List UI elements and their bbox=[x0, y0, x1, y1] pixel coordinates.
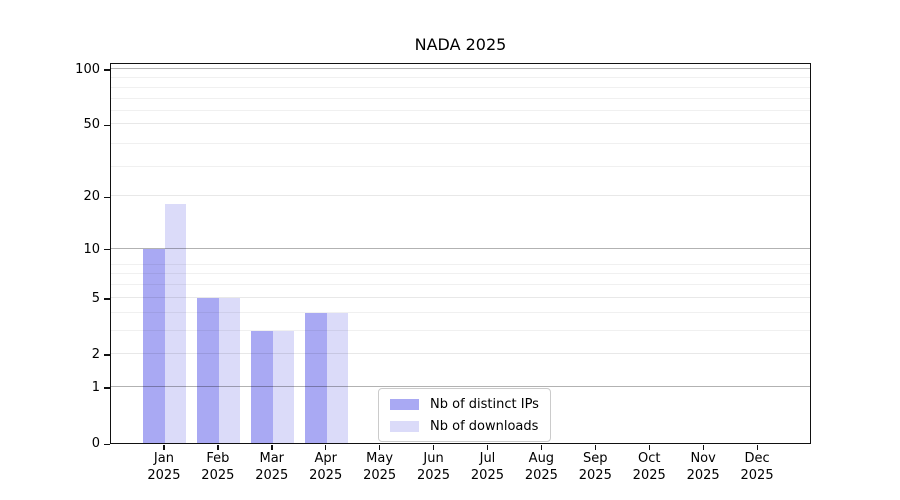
y-tick-label: 0 bbox=[91, 436, 100, 451]
x-tick-label: Feb 2025 bbox=[201, 451, 235, 483]
x-tick-label: Apr 2025 bbox=[309, 451, 343, 483]
x-tick-mark bbox=[271, 445, 273, 450]
y-tick-label: 5 bbox=[91, 290, 100, 306]
legend-item: Nb of downloads bbox=[390, 417, 539, 435]
x-tick-label: Oct 2025 bbox=[632, 451, 666, 483]
x-tick-mark bbox=[702, 445, 704, 450]
bar-mar-series1 bbox=[272, 330, 295, 443]
x-tick-mark bbox=[325, 445, 327, 450]
bar-feb-series1 bbox=[218, 297, 241, 443]
minor-gridline bbox=[111, 166, 810, 168]
bar-jan-series1 bbox=[164, 204, 187, 443]
minor-gridline bbox=[111, 284, 810, 286]
x-tick-mark bbox=[379, 445, 381, 450]
y-tick-mark bbox=[104, 249, 110, 251]
minor-gridline bbox=[111, 143, 810, 145]
x-tick-label: May 2025 bbox=[363, 451, 397, 483]
bar-jan-series0 bbox=[143, 248, 165, 443]
sub-gridline bbox=[111, 195, 810, 197]
x-tick-label: Mar 2025 bbox=[255, 451, 289, 483]
x-tick-mark bbox=[433, 445, 435, 450]
legend-swatch bbox=[390, 398, 419, 410]
x-tick-mark bbox=[594, 445, 597, 450]
chart-title: NADA 2025 bbox=[414, 35, 507, 54]
bar-apr-series0 bbox=[305, 312, 327, 443]
y-tick-label: 50 bbox=[83, 117, 100, 133]
legend-item-label: Nb of distinct IPs bbox=[430, 396, 539, 412]
x-tick-label: Sep 2025 bbox=[578, 451, 612, 483]
x-tick-label: Aug 2025 bbox=[524, 451, 558, 483]
minor-gridline bbox=[111, 273, 810, 275]
bar-feb-series0 bbox=[197, 297, 219, 443]
legend-swatch bbox=[390, 420, 419, 432]
x-tick-mark bbox=[540, 445, 543, 450]
plot-area bbox=[110, 63, 811, 444]
y-tick-mark bbox=[104, 354, 110, 356]
x-tick-label: Jul 2025 bbox=[470, 451, 504, 483]
minor-gridline bbox=[111, 86, 810, 88]
legend: Nb of distinct IPs Nb of downloads bbox=[378, 388, 551, 442]
x-tick-label: Nov 2025 bbox=[686, 451, 720, 483]
x-tick-mark bbox=[648, 445, 651, 450]
y-tick-mark bbox=[104, 69, 110, 71]
legend-item: Nb of distinct IPs bbox=[390, 395, 539, 413]
y-tick-label: 20 bbox=[83, 189, 100, 205]
x-tick-label: Jan 2025 bbox=[147, 451, 181, 483]
x-tick-mark bbox=[486, 445, 489, 450]
major-gridline bbox=[111, 247, 810, 249]
minor-gridline bbox=[111, 311, 810, 313]
legend-item-label: Nb of downloads bbox=[430, 418, 539, 434]
minor-gridline bbox=[111, 110, 810, 112]
y-tick-mark bbox=[104, 124, 110, 127]
minor-gridline bbox=[111, 97, 810, 99]
y-tick-label: 10 bbox=[83, 241, 100, 257]
sub-gridline bbox=[111, 352, 810, 354]
bar-mar-series0 bbox=[251, 330, 273, 443]
major-gridline bbox=[111, 68, 810, 69]
x-tick-mark bbox=[163, 445, 165, 450]
minor-gridline bbox=[111, 329, 810, 331]
y-tick-label: 1 bbox=[91, 379, 100, 395]
sub-gridline bbox=[111, 123, 810, 125]
major-gridline bbox=[111, 385, 810, 387]
x-tick-mark bbox=[756, 445, 758, 450]
y-tick-mark bbox=[104, 298, 110, 300]
sub-gridline bbox=[111, 296, 810, 298]
x-tick-label: Jun 2025 bbox=[416, 451, 451, 483]
minor-gridline bbox=[111, 263, 810, 265]
bar-apr-series1 bbox=[326, 312, 349, 443]
minor-gridline bbox=[111, 77, 810, 79]
y-tick-mark bbox=[104, 443, 110, 445]
y-tick-label: 100 bbox=[75, 61, 100, 77]
y-tick-mark bbox=[104, 196, 110, 199]
y-tick-label: 2 bbox=[91, 346, 100, 362]
x-tick-mark bbox=[217, 445, 219, 450]
x-tick-label: Dec 2025 bbox=[740, 451, 774, 483]
y-tick-mark bbox=[104, 387, 110, 389]
